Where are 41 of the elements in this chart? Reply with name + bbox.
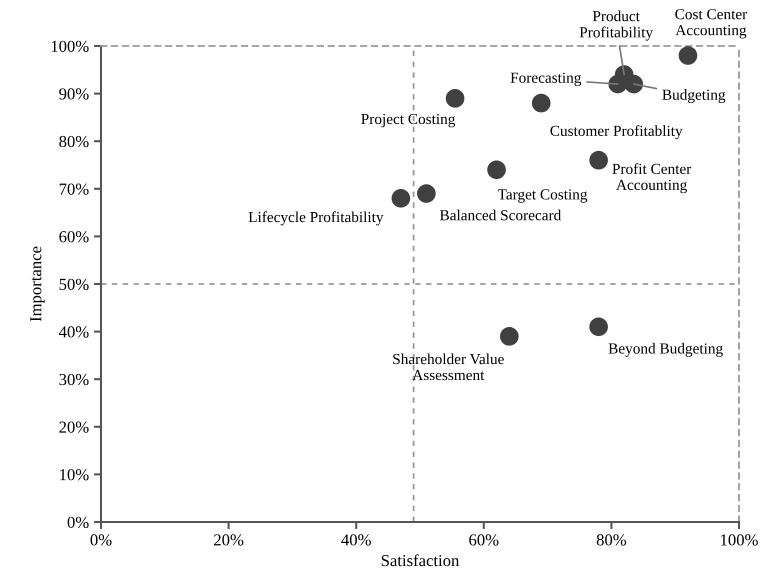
point xyxy=(624,74,644,94)
y-tick-label: 20% xyxy=(59,422,89,433)
y-tick-label: 60% xyxy=(59,231,89,242)
point xyxy=(417,184,436,203)
point xyxy=(487,160,506,180)
annotation: Forecasting xyxy=(510,72,582,86)
point xyxy=(589,150,608,170)
annotation: Budgeting xyxy=(662,89,726,104)
x-tick-label: 60% xyxy=(469,534,499,546)
y-tick-label: 50% xyxy=(60,278,89,290)
annotation: Beyond Budgeting xyxy=(608,342,723,357)
y-axis-title: Importance xyxy=(30,246,45,322)
annotation: Shareholder Value Assessment xyxy=(393,353,504,380)
annotation: Lifecycle Profitability xyxy=(248,211,384,226)
annotation: Cost Center Accounting xyxy=(675,9,748,38)
y-tick-label: 10% xyxy=(60,469,89,480)
annotation: Project Costing xyxy=(361,114,456,128)
x-tick-label: 100% xyxy=(721,534,758,546)
y-tick-label: 0% xyxy=(68,516,89,528)
annotation: Target Costing xyxy=(498,189,588,203)
point xyxy=(500,327,519,346)
y-tick-label: 30% xyxy=(59,374,89,386)
point xyxy=(678,46,698,65)
x-axis-title: Satisfaction xyxy=(382,554,460,566)
x-tick-label: 0% xyxy=(90,534,112,546)
point xyxy=(589,318,608,336)
annotation: Product Profitability xyxy=(580,10,654,41)
point xyxy=(392,189,410,208)
y-tick-label: 100% xyxy=(52,40,89,52)
x-tick-label: 40% xyxy=(341,534,371,546)
y-tick-label: 90% xyxy=(59,88,89,100)
x-tick-label: 20% xyxy=(214,534,244,546)
annotation: Customer Profitablity xyxy=(550,125,683,140)
point xyxy=(532,94,551,112)
x-tick-label: 80% xyxy=(596,534,626,546)
y-tick-label: 40% xyxy=(58,326,89,338)
y-tick-label: 80% xyxy=(59,136,89,148)
y-tick-label: 70% xyxy=(60,184,89,195)
annotation: Profit Center Accounting xyxy=(612,163,692,194)
point xyxy=(446,89,464,108)
annotation: Balanced Scorecard xyxy=(440,210,562,220)
